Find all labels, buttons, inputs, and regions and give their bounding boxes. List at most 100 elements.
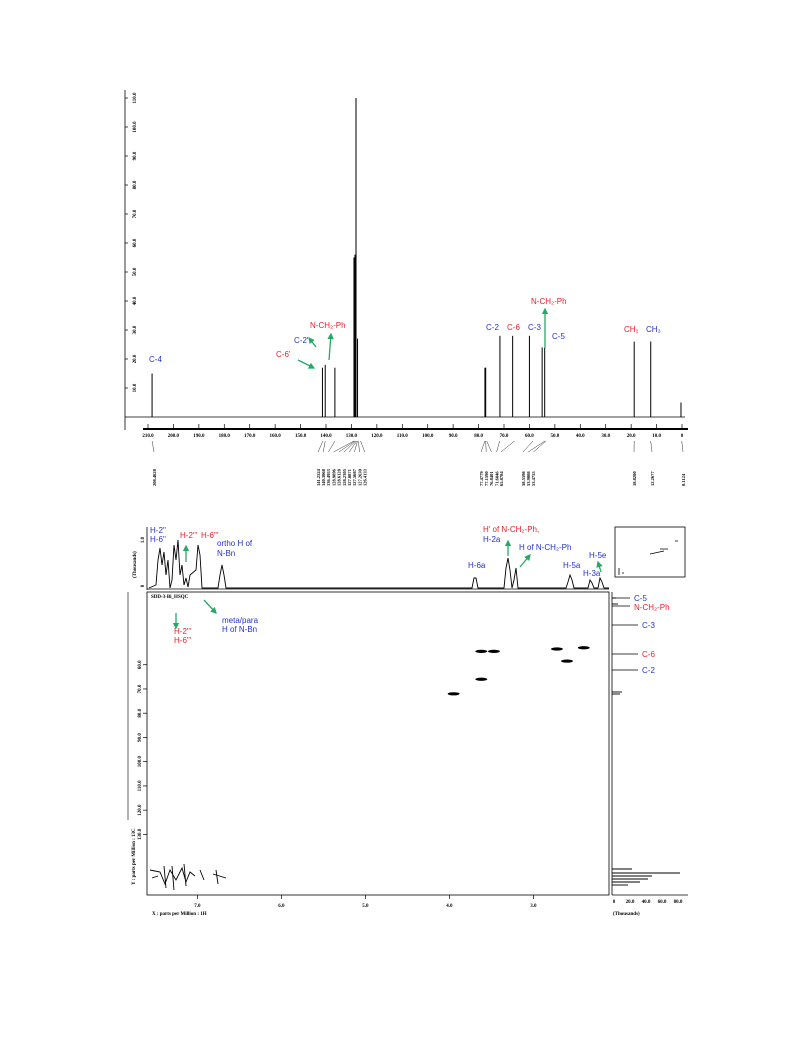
c13-x-tick-label: 60.0 bbox=[525, 434, 534, 439]
c13-peak-label: 77.4779 bbox=[479, 471, 484, 486]
c13-y-tick-label: 70.0 bbox=[133, 209, 138, 218]
hsqc-annot-h3a: H-3a bbox=[583, 569, 601, 578]
hsqc-13c-projection bbox=[612, 597, 680, 886]
hsqc-y-tick-label: 110.0 bbox=[138, 780, 143, 791]
c13-peak-label: 136.4953 bbox=[326, 468, 331, 486]
hsqc-annot-h2pp: H-2'' bbox=[150, 526, 166, 535]
c13-arrow-c2p bbox=[308, 336, 317, 348]
c13-peak-leader bbox=[681, 440, 684, 453]
hsqc-aromatic-cluster bbox=[149, 863, 227, 891]
c13-peak-label: 0.1124 bbox=[681, 473, 686, 486]
c13-peak-label: 141.2524 bbox=[316, 468, 321, 486]
hsqc-arrow-h5e bbox=[596, 560, 603, 573]
hsqc-right-tick-label: 80.0 bbox=[674, 900, 683, 905]
hsqc-x-tick-label: 3.0 bbox=[530, 904, 537, 909]
c13-peak-leader bbox=[500, 440, 515, 453]
c13-y-tick-label: 20.0 bbox=[133, 354, 138, 363]
hsqc-top-axis-label: (Thousands) bbox=[133, 551, 138, 578]
c13-peak-label: 127.8871 bbox=[347, 468, 352, 486]
hsqc-annot-h2a: H-2a bbox=[483, 535, 501, 544]
c13-x-tick-label: 140.0 bbox=[320, 434, 332, 439]
c13-arrow-nch2-1 bbox=[327, 332, 334, 361]
c13-peak-label: 58.5598 bbox=[521, 471, 526, 486]
c13-y-tick-label: 50.0 bbox=[133, 267, 138, 276]
hsqc-x-tick-label: 5.0 bbox=[362, 904, 369, 909]
c13-peak-label: 128.2305 bbox=[342, 468, 347, 486]
c13-peak-label: 127.5687 bbox=[352, 468, 357, 486]
hsqc-annot-hp-nch2: H' of N-CH₂-Ph, bbox=[483, 525, 539, 534]
c13-x-tick-label: 90.0 bbox=[449, 434, 458, 439]
c13-annot-c6p: C-6' bbox=[276, 350, 291, 359]
c13-annot-ch3: CH₃ bbox=[646, 325, 661, 334]
c13-plot: 10.0 20.0 30.0 40.0 50.0 60.0 70.0 80.0 90.0 100.… bbox=[124, 90, 688, 486]
c13-x-tick-label: 40.0 bbox=[576, 434, 585, 439]
c13-peak-label: 76.8401 bbox=[489, 471, 494, 486]
c13-x-tick-label: 130.0 bbox=[346, 434, 358, 439]
c13-x-tick-label: 200.0 bbox=[168, 434, 180, 439]
hsqc-right-tick-label: 40.0 bbox=[642, 900, 651, 905]
c13-annot-nch2-1: N-CH₂-Ph bbox=[310, 321, 346, 330]
hsqc-annot-ortho-2: N-Bn bbox=[217, 549, 235, 558]
hsqc-cross-peak bbox=[577, 646, 590, 650]
hsqc-x-tick-label: 6.0 bbox=[278, 904, 285, 909]
hsqc-annot-h5a: H-5a bbox=[563, 561, 581, 570]
hsqc-annot-c3: C-3 bbox=[642, 621, 655, 630]
c13-peak-label: 53.4755 bbox=[531, 471, 536, 486]
c13-peak-label: 128.6128 bbox=[337, 468, 342, 486]
hsqc-cross-peak bbox=[447, 692, 460, 696]
hsqc-annot-h6ppp-bot: H-6''' bbox=[174, 636, 192, 645]
c13-x-tick-label: 10.0 bbox=[652, 434, 661, 439]
c13-peak-leader bbox=[323, 440, 326, 453]
hsqc-y-tick-label: 90.0 bbox=[138, 733, 143, 742]
c13-x-tick-label: 0 bbox=[681, 434, 684, 439]
c13-peak-leader bbox=[343, 440, 357, 453]
hsqc-y-tick-label: 80.0 bbox=[138, 708, 143, 717]
hsqc-right-tick-label: 20.0 bbox=[626, 900, 635, 905]
c13-peak-leader bbox=[333, 440, 355, 453]
c13-annot-c3: C-3 bbox=[528, 323, 541, 332]
hsqc-cross-peak bbox=[550, 647, 563, 651]
c13-peak-leader bbox=[317, 440, 324, 453]
hsqc-annot-h6pp: H-6'' bbox=[150, 535, 166, 544]
c13-y-tick-label: 30.0 bbox=[133, 325, 138, 334]
c13-peak-leader bbox=[528, 440, 546, 453]
c13-x-tick-label: 210.0 bbox=[142, 434, 154, 439]
c13-x-tick-label: 100.0 bbox=[422, 434, 434, 439]
c13-x-tick-label: 160.0 bbox=[270, 434, 282, 439]
c13-y-tick-label: 80.0 bbox=[133, 180, 138, 189]
c13-x-tick-label: 170.0 bbox=[244, 434, 256, 439]
hsqc-annot-c5: C-5 bbox=[634, 594, 647, 603]
hsqc-overview-box bbox=[614, 526, 686, 578]
hsqc-title: SDD-3-Bi_HSQC bbox=[151, 595, 189, 600]
c13-y-tick-label: 40.0 bbox=[133, 296, 138, 305]
c13-peak-leader bbox=[533, 440, 547, 453]
c13-peak-leader bbox=[360, 440, 365, 453]
c13-peak-leader bbox=[358, 440, 360, 453]
hsqc-xlabel: X : parts per Million : 1H bbox=[152, 912, 207, 917]
hsqc-right-tick-label: 0 bbox=[613, 900, 616, 905]
hsqc-y-tick-label: 130.0 bbox=[138, 828, 143, 840]
c13-peak-label: 65.8784 bbox=[499, 471, 504, 486]
hsqc-x-tick-label: 7.0 bbox=[194, 904, 201, 909]
hsqc-top-tick-label: 1.0 bbox=[141, 536, 146, 543]
c13-annot-c4: C-4 bbox=[149, 355, 162, 364]
c13-x-tick-label: 180.0 bbox=[219, 434, 231, 439]
c13-x-tick-label: 190.0 bbox=[193, 434, 205, 439]
hsqc-annot-ortho-1: ortho H of bbox=[217, 539, 253, 548]
c13-peak-leader bbox=[349, 440, 357, 453]
hsqc-13c-annot-ticks bbox=[612, 597, 638, 671]
hsqc-annot-h6ppp-top: H-6''' bbox=[201, 531, 219, 540]
c13-peak-leader bbox=[480, 440, 486, 453]
hsqc-y-tick-label: 70.0 bbox=[138, 684, 143, 693]
c13-peak-label: 77.1590 bbox=[484, 471, 489, 486]
c13-annot-c6: C-6 bbox=[507, 323, 520, 332]
c13-peak-leader bbox=[151, 440, 155, 453]
c13-peak-label: 18.8200 bbox=[632, 471, 637, 486]
c13-x-tick-label: 20.0 bbox=[627, 434, 636, 439]
c13-y-tick-label: 60.0 bbox=[133, 238, 138, 247]
c13-peak-leader bbox=[485, 440, 487, 453]
c13-x-tick-label: 70.0 bbox=[500, 434, 509, 439]
c13-x-tick-label: 80.0 bbox=[474, 434, 483, 439]
